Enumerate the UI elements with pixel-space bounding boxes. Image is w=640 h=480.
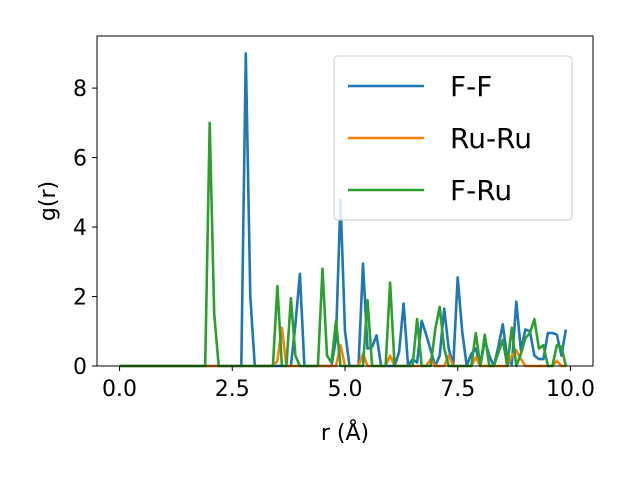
- x-tick-label: 5.0: [328, 377, 363, 402]
- x-axis-label: r (Å): [321, 419, 369, 446]
- y-tick-label: 2: [73, 286, 87, 311]
- x-tick-label: 10.0: [546, 377, 595, 402]
- x-tick-label: 7.5: [440, 377, 475, 402]
- legend-box: [333, 55, 573, 221]
- y-tick-label: 4: [73, 216, 87, 241]
- legend: F-F Ru-Ru F-Ru: [333, 55, 573, 221]
- y-tick-label: 0: [73, 355, 87, 380]
- y-tick-label: 6: [73, 147, 87, 172]
- y-tick-label: 8: [73, 77, 87, 102]
- y-axis-ticks: 0 2 4 6 8: [73, 77, 97, 380]
- x-tick-label: 2.5: [215, 377, 250, 402]
- legend-label-f-ru: F-Ru: [450, 174, 512, 207]
- legend-label-ru-ru: Ru-Ru: [450, 122, 532, 155]
- legend-label-f-f: F-F: [450, 70, 492, 103]
- x-axis-ticks: 0.0 2.5 5.0 7.5 10.0: [102, 366, 595, 402]
- x-tick-label: 0.0: [102, 377, 137, 402]
- y-axis-label: g(r): [36, 181, 61, 221]
